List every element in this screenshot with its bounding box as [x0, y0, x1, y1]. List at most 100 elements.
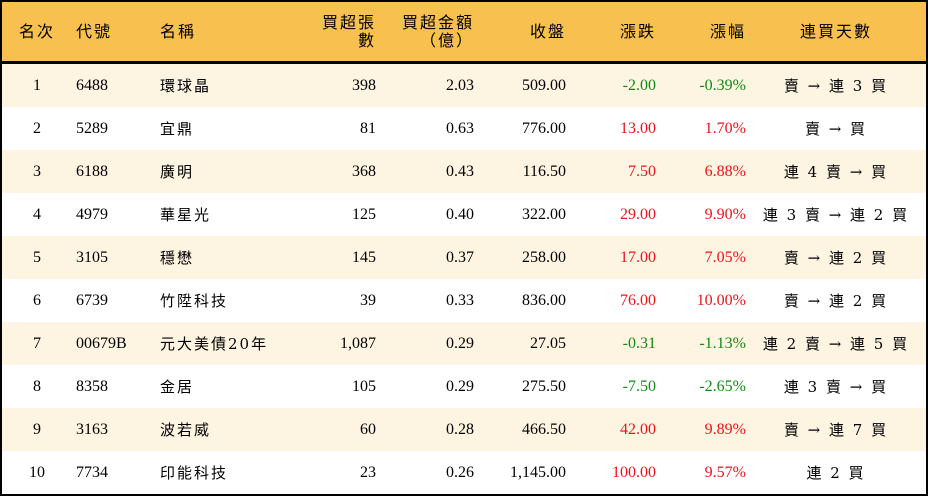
change-cell: 76.00	[620, 291, 656, 309]
table-row[interactable]: 9 3163 波若威 60 0.28 466.50 42.00 9.89% 賣 → 連 7 買	[2, 408, 926, 451]
net-buy-lots-cell: 23	[360, 463, 376, 481]
consecutive-days-cell: 連 3 賣 → 買	[783, 378, 889, 396]
name-cell: 穩懋	[156, 236, 306, 279]
name-cell: 金居	[160, 378, 195, 396]
change-pct-cell: -0.39%	[656, 62, 746, 107]
name-cell: 印能科技	[160, 464, 229, 482]
rank-cell: 10	[29, 463, 45, 481]
rank-cell: 2	[33, 119, 41, 137]
table-row[interactable]: 10 7734 印能科技 23 0.26 1,145.00 100.00 9.57% 連 2 買	[2, 451, 926, 494]
change-cell: -2.00	[566, 62, 656, 107]
change-cell: 7.50	[566, 150, 656, 193]
name-cell: 華星光	[160, 206, 212, 224]
column-header: 漲跌	[566, 2, 656, 64]
net-buy-amount-cell: 0.28	[376, 408, 474, 451]
net-buy-lots-cell: 368	[306, 150, 376, 193]
consecutive-days-cell: 連 3 賣 → 連 2 買	[762, 206, 910, 224]
change-pct-cell: -1.13%	[656, 322, 746, 365]
code-cell: 3105	[72, 236, 156, 279]
rank-cell: 6	[33, 291, 41, 309]
change-pct-cell: 7.05%	[656, 236, 746, 279]
consecutive-days-cell: 連 2 賣 → 連 5 買	[746, 322, 926, 365]
net-buy-amount-cell: 0.29	[376, 322, 474, 365]
change-cell: -0.31	[566, 322, 656, 365]
column-header: 名次	[2, 2, 72, 64]
code-cell: 7734	[76, 463, 108, 481]
net-buy-lots-cell: 81	[360, 119, 376, 137]
consecutive-days-cell: 賣 → 連 3 買	[746, 62, 926, 107]
column-header: 買超金額 （億）	[376, 2, 474, 64]
rank-cell: 3	[2, 150, 72, 193]
table-row[interactable]: 5 3105 穩懋 145 0.37 258.00 17.00 7.05% 賣 → 連 2 買	[2, 236, 926, 279]
net-buy-lots-cell: 39	[360, 291, 376, 309]
column-header: 買超張數	[306, 2, 376, 64]
net-buy-lots-cell: 60	[306, 408, 376, 451]
change-cell: 29.00	[620, 205, 656, 223]
close-cell: 258.00	[474, 236, 566, 279]
net-buy-lots-cell: 145	[306, 236, 376, 279]
net-buy-amount-cell: 0.33	[446, 291, 474, 309]
rank-cell: 5	[2, 236, 72, 279]
consecutive-days-cell: 連 4 賣 → 買	[746, 150, 926, 193]
change-pct-cell: 1.70%	[704, 119, 746, 137]
code-cell: 00679B	[72, 322, 156, 365]
table-row[interactable]: 4 4979 華星光 125 0.40 322.00 29.00 9.90% 連 3 賣 → 連…	[2, 193, 926, 236]
net-buy-lots-cell: 1,087	[306, 322, 376, 365]
table-row[interactable]: 1 6488 環球晶 398 2.03 509.00 -2.00 -0.39% 賣 → 連 3 …	[2, 62, 926, 107]
net-buy-lots-cell: 398	[306, 62, 376, 107]
rank-cell: 1	[2, 62, 72, 107]
close-cell: 776.00	[522, 119, 566, 137]
net-buy-lots-cell: 125	[352, 205, 376, 223]
net-buy-amount-cell: 2.03	[376, 62, 474, 107]
rank-cell: 4	[33, 205, 41, 223]
table-row[interactable]: 2 5289 宜鼎 81 0.63 776.00 13.00 1.70% 賣 → 買	[2, 107, 926, 150]
column-header: 代號	[72, 2, 156, 64]
code-cell: 3163	[72, 408, 156, 451]
table-row[interactable]: 3 6188 廣明 368 0.43 116.50 7.50 6.88% 連 4 賣 → 買	[2, 150, 926, 193]
close-cell: 466.50	[474, 408, 566, 451]
net-buy-amount-cell: 0.29	[446, 377, 474, 395]
change-cell: 100.00	[612, 463, 656, 481]
name-cell: 竹陞科技	[160, 292, 229, 310]
change-cell: -7.50	[622, 377, 656, 395]
table-row[interactable]: 6 6739 竹陞科技 39 0.33 836.00 76.00 10.00% 賣 → 連 2 …	[2, 279, 926, 322]
close-cell: 836.00	[522, 291, 566, 309]
name-cell: 廣明	[156, 150, 306, 193]
change-pct-cell: 9.57%	[704, 463, 746, 481]
change-cell: 13.00	[620, 119, 656, 137]
name-cell: 環球晶	[156, 62, 306, 107]
close-cell: 322.00	[522, 205, 566, 223]
close-cell: 116.50	[474, 150, 566, 193]
code-cell: 5289	[76, 119, 108, 137]
table-row[interactable]: 7 00679B 元大美債20年 1,087 0.29 27.05 -0.31 -1.13% 連…	[2, 322, 926, 365]
rank-cell: 7	[2, 322, 72, 365]
close-cell: 275.50	[522, 377, 566, 395]
name-cell: 宜鼎	[160, 120, 195, 138]
change-pct-cell: 9.89%	[656, 408, 746, 451]
consecutive-days-cell: 賣 → 連 2 買	[746, 236, 926, 279]
net-buy-amount-cell: 0.37	[376, 236, 474, 279]
table-row[interactable]: 8 8358 金居 105 0.29 275.50 -7.50 -2.65% 連 3 賣 → 買	[2, 365, 926, 408]
column-header: 漲幅	[656, 2, 746, 64]
consecutive-days-cell: 賣 → 連 2 買	[783, 292, 889, 310]
change-cell: 17.00	[566, 236, 656, 279]
code-cell: 6488	[72, 62, 156, 107]
net-buy-amount-cell: 0.26	[446, 463, 474, 481]
code-cell: 8358	[76, 377, 108, 395]
column-header: 連買天數	[746, 2, 926, 64]
rank-cell: 8	[33, 377, 41, 395]
change-cell: 42.00	[566, 408, 656, 451]
change-pct-cell: 10.00%	[696, 291, 746, 309]
code-cell: 6188	[72, 150, 156, 193]
name-cell: 波若威	[156, 408, 306, 451]
net-buy-lots-cell: 105	[352, 377, 376, 395]
close-cell: 1,145.00	[510, 463, 566, 481]
net-buy-amount-cell: 0.63	[446, 119, 474, 137]
net-buy-amount-cell: 0.40	[446, 205, 474, 223]
change-pct-cell: -2.65%	[699, 377, 746, 395]
header-row: 名次 代號 名稱 買超張數 買超金額 （億） 收盤 漲跌 漲幅 連買天數	[2, 2, 926, 64]
column-header: 名稱	[156, 2, 306, 64]
name-cell: 元大美債20年	[156, 322, 306, 365]
column-header: 收盤	[474, 2, 566, 64]
